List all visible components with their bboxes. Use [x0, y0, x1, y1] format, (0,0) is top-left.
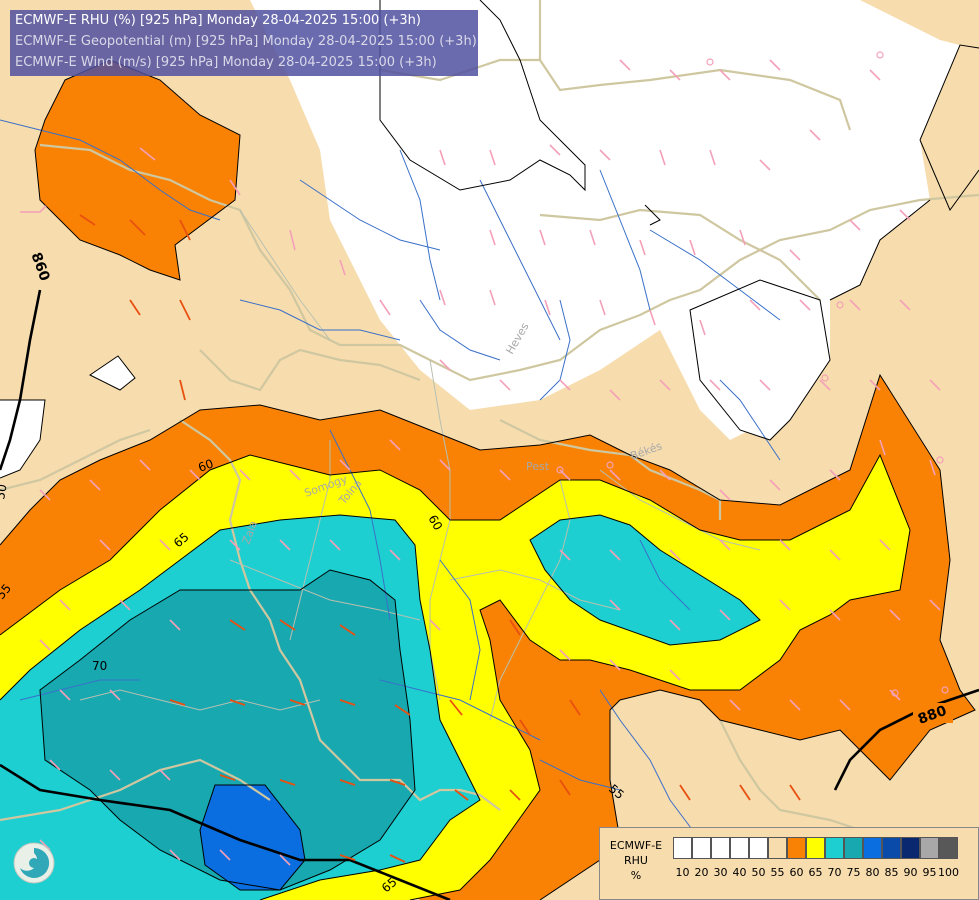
header-wind-title: ECMWF-E Wind (m/s) [925 hPa] Monday 28-0…: [15, 55, 437, 70]
header-geopotential-title: ECMWF-E Geopotential (m) [925 hPa] Monda…: [15, 34, 477, 49]
map-header: ECMWF-E RHU (%) [925 hPa] Monday 28-04-2…: [10, 10, 478, 76]
legend-swatch: [939, 837, 958, 859]
legend-tick-label: 20: [694, 866, 709, 879]
legend-swatch: [768, 837, 787, 859]
legend-title-variable: RHU: [624, 854, 648, 867]
legend-swatch: [825, 837, 844, 859]
legend-swatch: [692, 837, 711, 859]
legend-title-unit: %: [630, 869, 642, 882]
legend-tick-label: 30: [713, 866, 728, 879]
legend-swatch: [730, 837, 749, 859]
legend-swatch: [787, 837, 806, 859]
legend-swatch: [673, 837, 692, 859]
legend-swatch: [749, 837, 768, 859]
legend-tick-label: 75: [846, 866, 861, 879]
ecmwf-logo: [13, 842, 55, 884]
place-label-pest: Pest: [526, 460, 550, 473]
legend-title-model: ECMWF-E: [609, 839, 663, 852]
rhu-band-below-50-west-1: [90, 356, 135, 390]
rhu-band-below-50-east-pocket: [690, 280, 830, 440]
rhu-band-70-75: [40, 570, 415, 890]
contour-label-4: 70: [92, 659, 107, 673]
region-borders: [79, 209, 761, 721]
legend-swatch: [844, 837, 863, 859]
rhu-band-65-70-east: [530, 515, 760, 645]
rhu-band-below-50-west-2: [0, 400, 45, 478]
legend-tick-label: 70: [827, 866, 842, 879]
legend-swatches: [673, 837, 958, 859]
wind-barbs-strong: [79, 214, 801, 863]
legend-swatch: [863, 837, 882, 859]
legend-title: ECMWF-E RHU %: [604, 838, 668, 883]
legend-tick-label: 60: [789, 866, 804, 879]
legend-tick-label: 100: [938, 866, 959, 879]
header-rhu-title: ECMWF-E RHU (%) [925 hPa] Monday 28-04-2…: [15, 13, 421, 28]
legend-tick-label: 50: [751, 866, 766, 879]
legend-tick-label: 85: [884, 866, 899, 879]
legend-tick-label: 65: [808, 866, 823, 879]
rhu-band-55-60-northwest: [35, 60, 240, 280]
legend-tick-label: 80: [865, 866, 880, 879]
legend-tick-label: 10: [675, 866, 690, 879]
legend-tick-label: 90: [903, 866, 918, 879]
contour-label-1: 60: [196, 456, 215, 474]
wind-barb-calm-circles: [556, 51, 949, 697]
legend-swatch: [901, 837, 920, 859]
rhu-band-75-80: [200, 785, 305, 890]
legend-swatch: [806, 837, 825, 859]
legend-swatch: [920, 837, 939, 859]
contour-label-5: 50: [0, 483, 10, 500]
legend-swatch: [882, 837, 901, 859]
legend-tick-label: 95: [922, 866, 937, 879]
rhu-band-50-55-northeast-corner: [920, 45, 979, 210]
legend-tick-label: 55: [770, 866, 785, 879]
legend-swatch: [711, 837, 730, 859]
legend-tick-label: 40: [732, 866, 747, 879]
rivers: [0, 119, 781, 841]
contour-label-2: 60: [425, 513, 445, 533]
wind-barbs-light: [20, 59, 941, 866]
rhu-legend: ECMWF-E RHU % 10 20 30 40 50 55 60 65 70 75 80 85 90…: [599, 827, 979, 900]
